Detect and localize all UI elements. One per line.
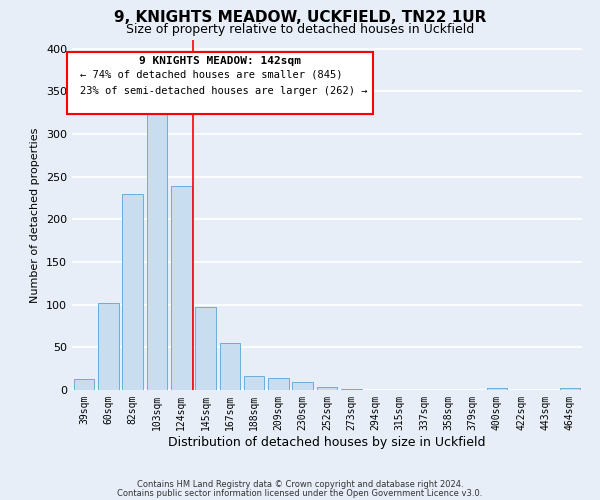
Text: 23% of semi-detached houses are larger (262) →: 23% of semi-detached houses are larger (… <box>80 86 367 96</box>
Bar <box>292 382 313 390</box>
Bar <box>195 307 216 390</box>
X-axis label: Distribution of detached houses by size in Uckfield: Distribution of detached houses by size … <box>168 436 486 448</box>
Bar <box>74 379 94 390</box>
Bar <box>220 343 240 390</box>
Y-axis label: Number of detached properties: Number of detached properties <box>31 128 40 302</box>
Text: Contains public sector information licensed under the Open Government Licence v3: Contains public sector information licen… <box>118 488 482 498</box>
Bar <box>341 389 362 390</box>
Bar <box>244 376 265 390</box>
Bar <box>122 194 143 390</box>
Bar <box>171 186 191 390</box>
Text: 9 KNIGHTS MEADOW: 142sqm: 9 KNIGHTS MEADOW: 142sqm <box>139 56 301 66</box>
Bar <box>268 378 289 390</box>
Bar <box>560 388 580 390</box>
Bar <box>98 303 119 390</box>
Bar <box>146 112 167 390</box>
Text: ← 74% of detached houses are smaller (845): ← 74% of detached houses are smaller (84… <box>80 70 342 80</box>
Bar <box>317 388 337 390</box>
Text: 9, KNIGHTS MEADOW, UCKFIELD, TN22 1UR: 9, KNIGHTS MEADOW, UCKFIELD, TN22 1UR <box>114 10 486 25</box>
Text: Contains HM Land Registry data © Crown copyright and database right 2024.: Contains HM Land Registry data © Crown c… <box>137 480 463 489</box>
FancyBboxPatch shape <box>67 52 373 114</box>
Text: Size of property relative to detached houses in Uckfield: Size of property relative to detached ho… <box>126 22 474 36</box>
Bar <box>487 388 508 390</box>
